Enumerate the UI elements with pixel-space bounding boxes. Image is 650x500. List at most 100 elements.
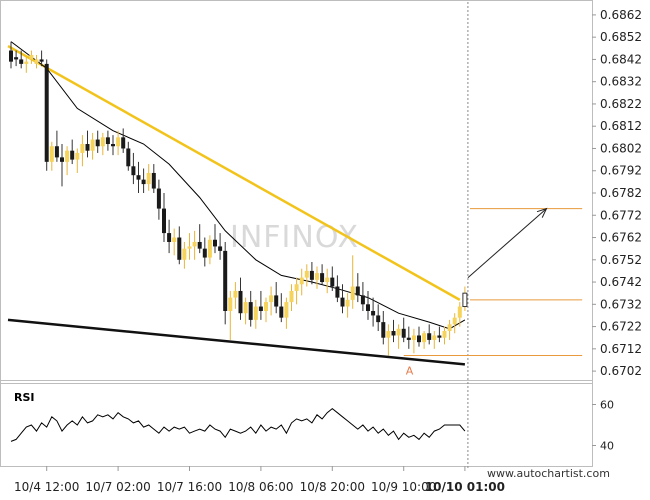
candle [304,270,309,278]
candle [396,328,401,336]
candle [177,237,182,260]
candle [146,172,151,185]
price-tick-label: 0.6732 [600,297,642,311]
candle [116,137,121,147]
rsi-tick-label: 40 [600,440,614,453]
candle [320,273,325,283]
price-levels [403,208,583,357]
candle [422,333,427,343]
candle [437,335,442,338]
candle [44,63,49,162]
price-tick-label: 0.6702 [600,364,642,378]
candle [447,324,452,332]
forecast-arrow [467,207,548,278]
candle [24,61,29,64]
price-tick-label: 0.6822 [600,97,642,111]
candle [340,297,345,307]
candle [213,239,217,247]
candle [60,157,64,162]
candles [9,41,468,356]
price-tick-label: 0.6862 [600,8,642,22]
candle [70,150,75,160]
candle [386,331,391,338]
candle [187,246,192,249]
candle [253,306,258,320]
candle [284,302,289,318]
candle [202,248,207,258]
candle [417,335,421,343]
candle [401,328,406,338]
trendlines [7,44,466,366]
candle [233,290,238,298]
candle [100,137,105,147]
candle [34,59,39,64]
candle [279,306,284,318]
candle [121,137,126,149]
forecast-arrow-head [536,207,548,218]
candle [381,322,386,338]
candle [366,304,370,311]
candle [192,241,197,247]
price-tick-label: 0.6812 [600,119,642,133]
candle [274,295,279,307]
rsi-line [10,407,466,442]
candle [238,290,243,314]
moving-average [10,41,466,330]
candle [85,144,90,151]
candle [162,208,166,234]
date-tick-label: 10/7 02:00 [85,480,150,494]
chart-frame [0,0,593,470]
candle [294,284,299,291]
candle [315,273,319,280]
candle [371,310,376,316]
candle [376,315,381,323]
candle [248,302,253,320]
candle [126,148,131,167]
candle [207,239,212,258]
plot-border [0,0,593,381]
candle [345,299,350,307]
date-axis: 10/4 12:00 10/7 02:00 10/7 16:00 10/8 06:00… [14,466,505,494]
resistance-trendline [7,44,461,301]
candle [309,270,314,280]
candle [258,306,263,311]
price-axis: 0.6862 0.6852 0.6842 0.6832 0.6822 0.6812 0.68… [592,8,642,378]
candle [105,137,110,145]
candle [264,302,268,311]
candle [289,290,294,303]
price-tick-label: 0.6712 [600,342,642,356]
candle [131,166,136,176]
candle [65,150,70,162]
price-tick-label: 0.6832 [600,75,642,89]
candle [182,248,187,260]
date-tick-label: 10/10 01:00 [425,480,505,494]
price-tick-label: 0.6782 [600,186,642,200]
date-tick-label: 10/8 20:00 [300,480,365,494]
watermark: INFINOX [230,220,359,255]
candle [75,152,80,160]
candle [228,297,233,311]
candle [54,146,59,158]
candle [452,317,457,325]
candle [360,295,365,305]
candle [141,179,146,185]
candle [269,295,274,303]
candle [19,59,24,64]
candle [457,306,462,318]
candle [49,146,54,162]
price-tick-label: 0.6742 [600,275,642,289]
point-label: A [406,364,414,377]
candle [243,302,248,314]
credit-text: www.autochartist.com [487,467,610,480]
price-tick-label: 0.6752 [600,253,642,267]
price-tick-label: 0.6802 [600,141,642,155]
candle [427,333,432,340]
candle [111,144,115,147]
candle [355,286,360,296]
candle [218,246,223,251]
candle [411,335,416,340]
candle [462,292,468,308]
price-tick-label: 0.6772 [600,208,642,222]
candle [299,277,304,285]
